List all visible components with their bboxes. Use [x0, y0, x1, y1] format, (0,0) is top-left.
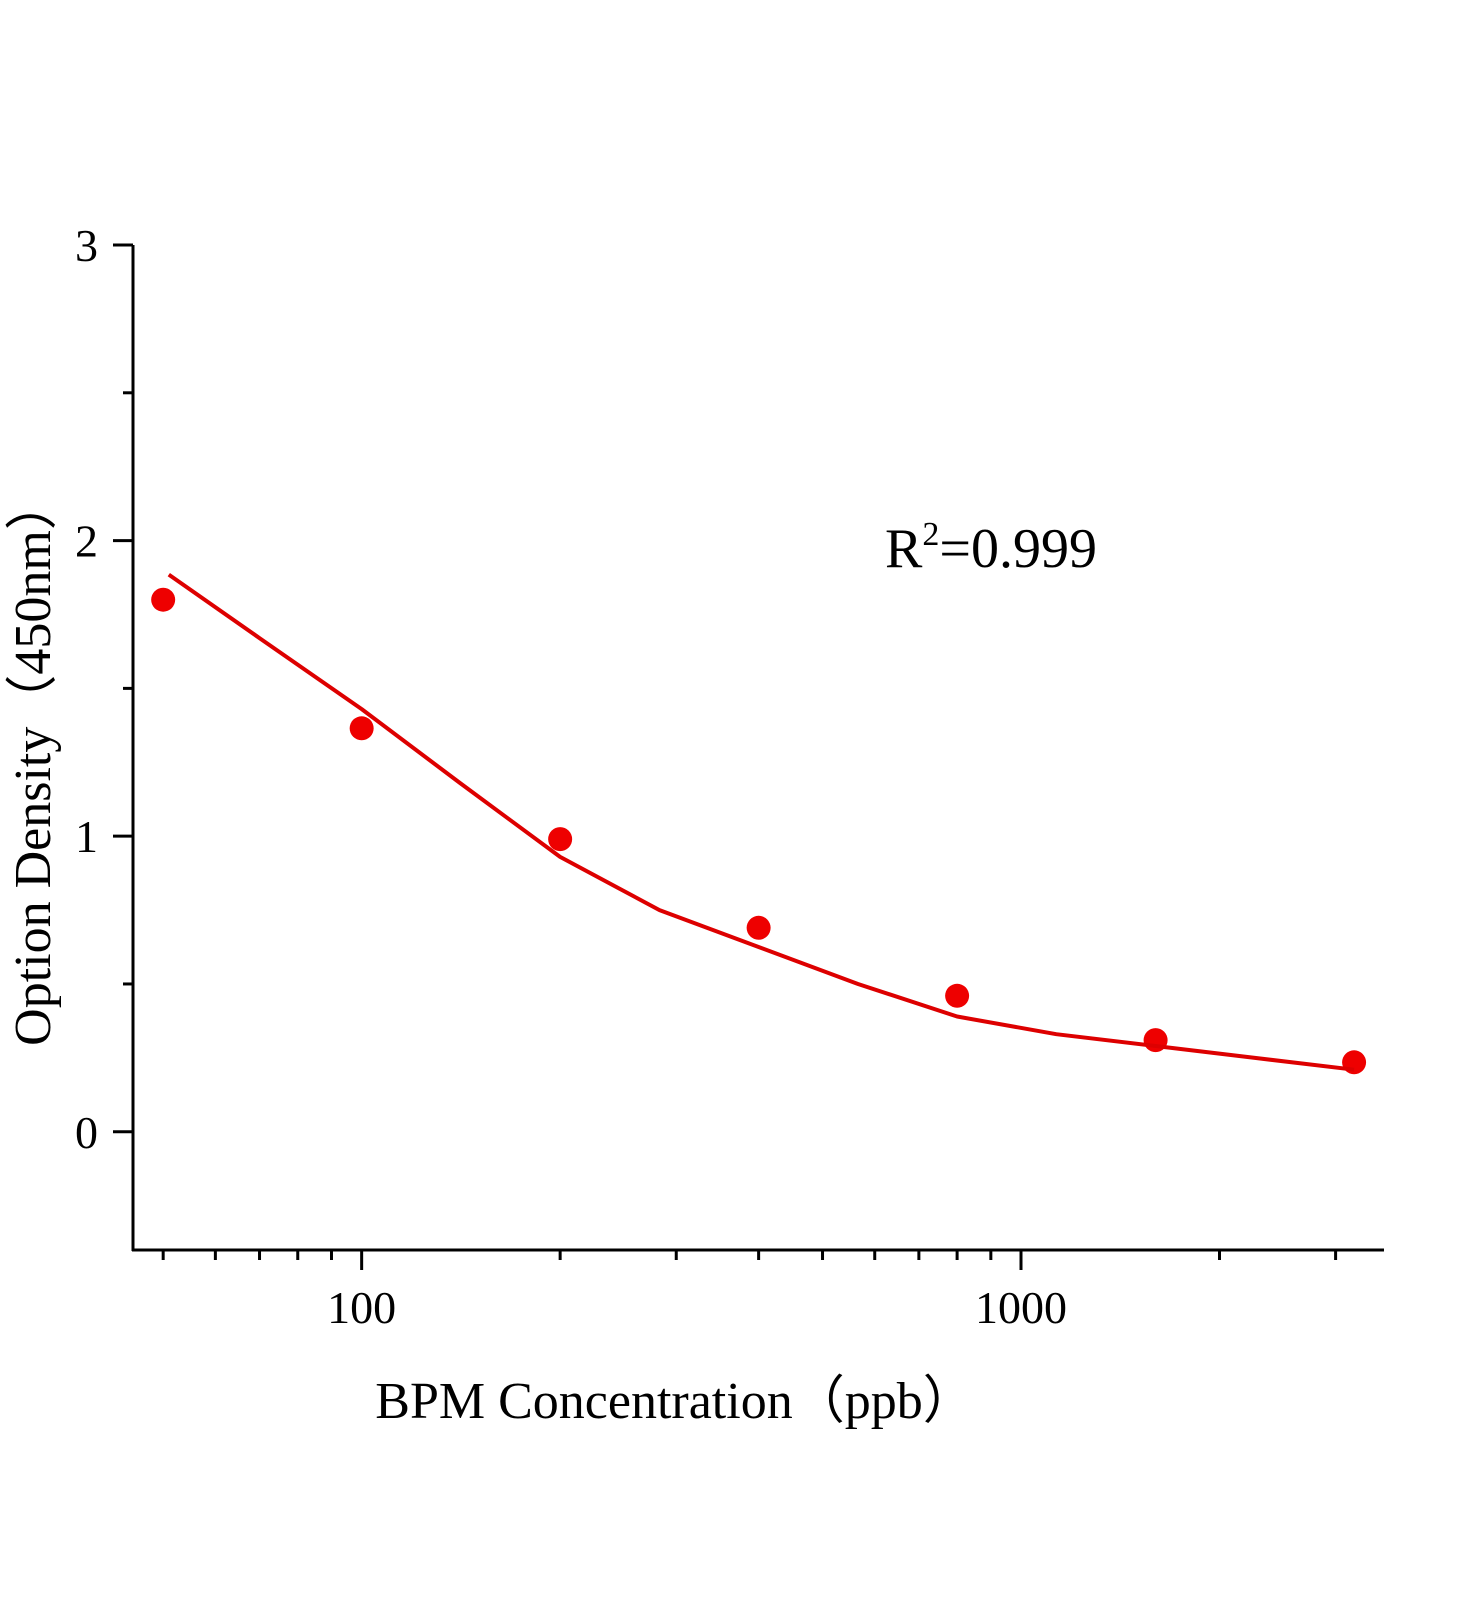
annotation-superscript: 2: [922, 516, 939, 553]
y-tick-label: 2: [75, 516, 98, 567]
annotation-text: R: [885, 518, 923, 580]
fit-curve: [167, 572, 1355, 1072]
x-tick-label: 100: [327, 1282, 396, 1333]
annotation: R2=0.999: [885, 516, 1097, 580]
x-tick-label: 1000: [975, 1282, 1067, 1333]
data-point: [746, 915, 771, 940]
y-axis-label: Option Density（450nm）: [5, 478, 62, 1046]
annotation-text: =0.999: [939, 518, 1097, 580]
y-tick-label: 1: [75, 811, 98, 862]
y-tick-label: 3: [75, 220, 98, 271]
data-point: [151, 587, 176, 612]
data-point: [349, 716, 374, 741]
y-tick-label: 0: [75, 1107, 98, 1158]
x-axis-label: BPM Concentration（ppb）: [375, 1373, 974, 1430]
data-point: [945, 983, 970, 1008]
data-point: [548, 827, 573, 852]
